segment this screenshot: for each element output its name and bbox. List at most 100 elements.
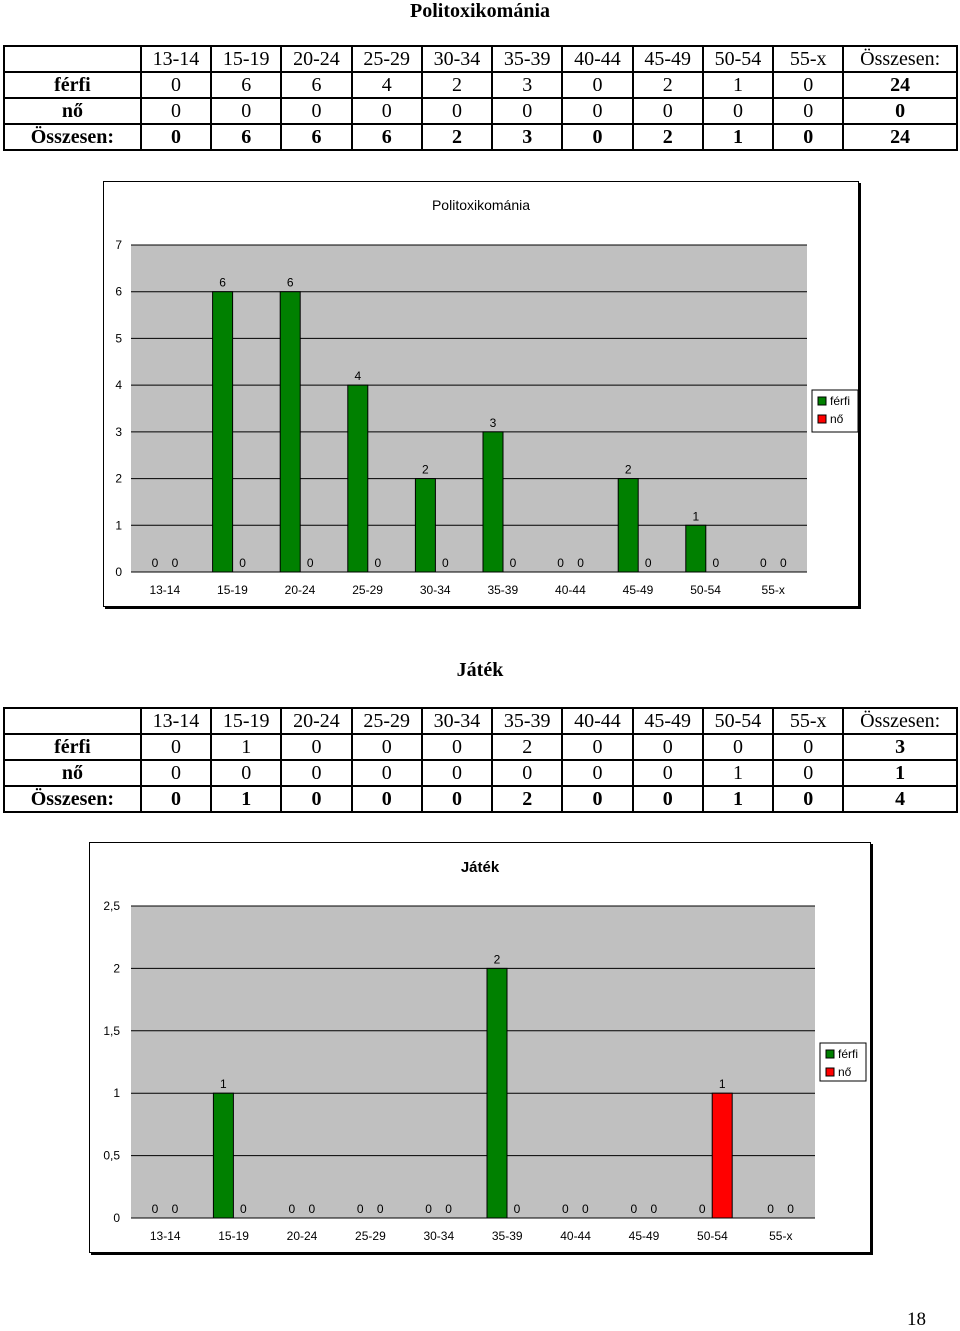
table-cell: 0 [139, 123, 213, 151]
bar-ferfi [212, 1092, 234, 1219]
politoxikomania-chart: Politoxikománia 0 1 2 3 4 5 6 7 13-14 0 0 15-19 6 0 20-… [103, 181, 859, 607]
table-cell: 2 [631, 123, 704, 151]
bar-ferfi [212, 291, 234, 573]
x-tick-label: 50-54 [697, 1229, 728, 1243]
x-tick-label: 55-x [762, 583, 785, 597]
table-row: férfi 0 6 6 4 2 3 0 2 1 0 24 [3, 71, 958, 99]
data-label: 0 [152, 1202, 159, 1216]
data-label: 0 [357, 1202, 364, 1216]
data-label: 0 [288, 1202, 295, 1216]
bar-ferfi [347, 384, 369, 573]
data-label: 0 [374, 556, 381, 570]
data-label: 0 [787, 1202, 794, 1216]
table-cell: 0 [631, 733, 704, 761]
legend-swatch [825, 1067, 835, 1077]
table-total-cell: 3 [842, 733, 958, 761]
table-cell: 0 [280, 97, 353, 125]
x-tick-label: 50-54 [690, 583, 721, 597]
data-label: 0 [308, 1202, 315, 1216]
data-label: 2 [422, 463, 429, 477]
table-header-cell: 45-49 [631, 707, 704, 735]
data-label: 0 [510, 556, 517, 570]
x-tick-label: 25-29 [355, 1229, 386, 1243]
legend-label: férfi [830, 394, 850, 408]
table-row: Összesen: 0 1 0 0 0 2 0 0 1 0 4 [3, 785, 958, 813]
row-label: Összesen: [3, 123, 142, 151]
table-cell: 0 [772, 71, 845, 99]
jatek-table: 13-14 15-19 20-24 25-29 30-34 35-39 40-44 45-49… [3, 707, 958, 813]
table-cell: 0 [210, 97, 283, 125]
plot-area [131, 245, 807, 572]
table-cell: 0 [420, 733, 494, 761]
table-total-cell: 4 [842, 785, 958, 813]
table-cell: 0 [561, 759, 634, 787]
data-label: 0 [760, 556, 767, 570]
data-label: 1 [719, 1077, 726, 1091]
bar-ferfi [617, 478, 639, 573]
table-cell: 0 [280, 759, 353, 787]
plot-area [131, 906, 815, 1218]
y-tick-label: 2 [115, 472, 122, 486]
section-title-politoxikomania: Politoxikománia [409, 0, 550, 22]
bar-ferfi [482, 431, 504, 573]
data-label: 0 [307, 556, 314, 570]
data-label: 0 [780, 556, 787, 570]
table-header-cell: 35-39 [491, 707, 564, 735]
data-label: 0 [577, 556, 584, 570]
table-total-cell: 24 [842, 123, 958, 151]
table-cell: 0 [561, 785, 634, 813]
table-cell: 0 [420, 759, 494, 787]
data-label: 0 [239, 556, 246, 570]
table-row: férfi 0 1 0 0 0 2 0 0 0 0 3 [3, 733, 958, 761]
table-cell: 0 [139, 71, 213, 99]
y-tick-label: 1 [113, 1086, 120, 1100]
row-label: férfi [3, 71, 142, 99]
table-header-cell: 50-54 [701, 707, 775, 735]
y-tick-label: 7 [115, 238, 122, 252]
data-label: 0 [425, 1202, 432, 1216]
y-tick-label: 0 [115, 565, 122, 579]
y-tick-label: 2,5 [103, 899, 120, 913]
x-tick-label: 25-29 [352, 583, 383, 597]
x-tick-label: 55-x [769, 1229, 792, 1243]
data-label: 0 [377, 1202, 384, 1216]
data-label: 0 [442, 556, 449, 570]
table-cell: 0 [631, 97, 704, 125]
y-tick-label: 6 [115, 285, 122, 299]
table-header-cell: 45-49 [631, 45, 704, 73]
table-cell: 6 [280, 123, 353, 151]
table-cell: 2 [491, 733, 564, 761]
legend-label: nő [838, 1065, 852, 1079]
data-label: 0 [172, 1202, 179, 1216]
table-header-cell: 25-29 [350, 45, 423, 73]
table-row: Összesen: 0 6 6 6 2 3 0 2 1 0 24 [3, 123, 958, 151]
y-tick-label: 3 [115, 425, 122, 439]
data-label: 3 [490, 416, 497, 430]
table-header-cell: 15-19 [210, 707, 283, 735]
bar-ferfi [685, 524, 707, 573]
table-cell: 0 [772, 785, 845, 813]
data-label: 1 [692, 509, 699, 523]
bar-ferfi [414, 478, 436, 573]
y-tick-label: 1,5 [103, 1024, 120, 1038]
table-cell: 0 [491, 97, 564, 125]
data-label: 0 [699, 1202, 706, 1216]
x-tick-label: 40-44 [560, 1229, 591, 1243]
x-tick-label: 30-34 [420, 583, 451, 597]
row-label: Összesen: [3, 785, 142, 813]
page-number: 18 [907, 1309, 926, 1330]
table-header-cell: 40-44 [561, 707, 634, 735]
table-header-cell: 30-34 [420, 707, 494, 735]
data-label: 2 [625, 463, 632, 477]
y-tick-label: 1 [115, 518, 122, 532]
legend-label: nő [830, 412, 844, 426]
table-cell: 0 [350, 785, 423, 813]
chart-legend: férfi nő [811, 389, 859, 433]
table-cell: 1 [210, 733, 283, 761]
table-cell: 6 [280, 71, 353, 99]
table-cell: 1 [701, 785, 775, 813]
table-cell: 3 [491, 71, 564, 99]
table-header-cell: 50-54 [701, 45, 775, 73]
x-tick-label: 35-39 [492, 1229, 523, 1243]
